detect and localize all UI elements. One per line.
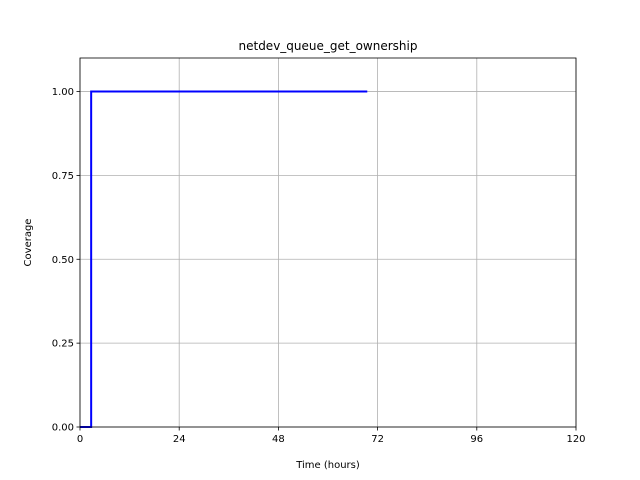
y-tick-label: 0.50: [52, 255, 74, 266]
y-tick-label: 0.75: [52, 171, 74, 182]
y-tick-label: 1.00: [52, 87, 74, 98]
x-tick-label: 120: [566, 434, 585, 445]
x-tick-label: 24: [173, 434, 186, 445]
x-tick-label: 96: [470, 434, 483, 445]
x-axis-label: Time (hours): [295, 460, 360, 471]
chart-title: netdev_queue_get_ownership: [239, 39, 418, 53]
plot-frame: [79, 57, 577, 428]
x-axis-ticks: 0 24 48 72 96 120: [77, 427, 586, 445]
y-tick-label: 0.25: [52, 339, 74, 350]
x-tick-label: 48: [272, 434, 285, 445]
y-tick-label: 0.00: [52, 423, 74, 434]
y-axis-label: Coverage: [23, 219, 34, 267]
y-axis-ticks: 0.00 0.25 0.50 0.75 1.00: [52, 87, 80, 434]
x-tick-label: 0: [77, 434, 83, 445]
x-tick-label: 72: [371, 434, 384, 445]
